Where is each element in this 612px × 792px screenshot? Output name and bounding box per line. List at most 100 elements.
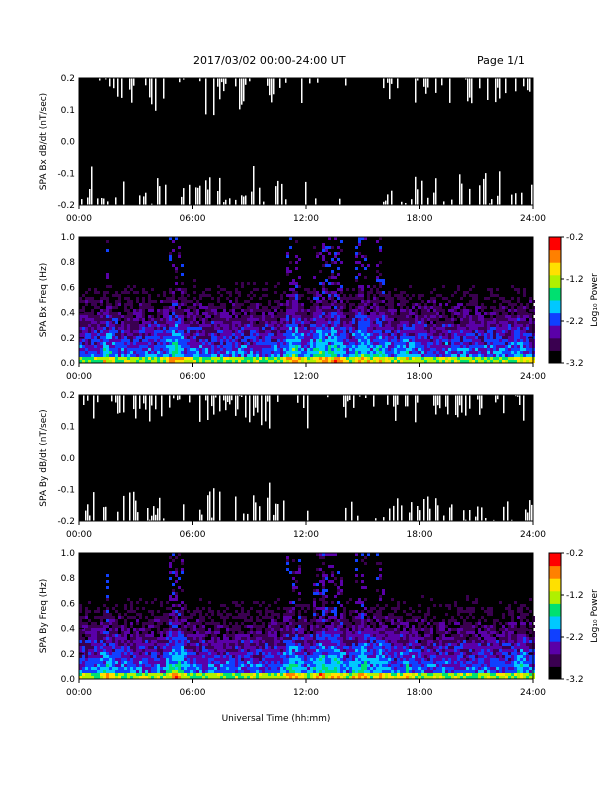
spectrogram-cell xyxy=(334,276,337,279)
spectrogram-cell xyxy=(220,676,223,679)
spectrogram-cell xyxy=(427,300,430,303)
spectrogram-cell xyxy=(151,673,154,676)
spectrogram-cell xyxy=(256,634,259,637)
spectrogram-cell xyxy=(226,634,229,637)
spectrogram-cell xyxy=(175,658,178,661)
spectrogram-cell xyxy=(85,315,88,318)
spectrogram-cell xyxy=(472,348,475,351)
spectrogram-cell xyxy=(91,628,94,631)
trace-gap xyxy=(481,395,483,409)
spectrogram-cell xyxy=(388,351,391,354)
spectrogram-cell xyxy=(331,261,334,264)
spectrogram-cell xyxy=(325,351,328,354)
spectrogram-cell xyxy=(310,321,313,324)
spectrogram-cell xyxy=(466,318,469,321)
trace-gap xyxy=(277,180,279,205)
spectrogram-cell xyxy=(385,342,388,345)
spectrogram-cell xyxy=(109,348,112,351)
spectrogram-cell xyxy=(193,628,196,631)
spectrogram-cell xyxy=(94,303,97,306)
spectrogram-cell xyxy=(220,327,223,330)
spectrogram-cell xyxy=(391,357,394,360)
spectrogram-cell xyxy=(523,360,526,363)
spectrogram-cell xyxy=(232,306,235,309)
spectrogram-cell xyxy=(394,327,397,330)
spectrogram-cell xyxy=(82,327,85,330)
spectrogram-cell xyxy=(517,312,520,315)
spectrogram-cell xyxy=(361,306,364,309)
trace-gap xyxy=(503,506,505,521)
spectrogram-cell xyxy=(91,303,94,306)
spectrogram-cell xyxy=(175,598,178,601)
spectrogram-cell xyxy=(409,321,412,324)
spectrogram-cell xyxy=(328,309,331,312)
spectrogram-cell xyxy=(529,318,532,321)
spectrogram-cell xyxy=(388,321,391,324)
spectrogram-cell xyxy=(184,360,187,363)
spectrogram-cell xyxy=(247,676,250,679)
spectrogram-cell xyxy=(316,348,319,351)
spectrogram-cell xyxy=(211,306,214,309)
spectrogram-cell xyxy=(85,628,88,631)
spectrogram-cell xyxy=(124,321,127,324)
spectrogram-cell xyxy=(301,336,304,339)
spectrogram-cell xyxy=(385,312,388,315)
spectrogram-cell xyxy=(367,321,370,324)
spectrogram-cell xyxy=(160,649,163,652)
spectrogram-cell xyxy=(190,300,193,303)
spectrogram-cell xyxy=(178,336,181,339)
spectrogram-cell xyxy=(244,637,247,640)
spectrogram-cell xyxy=(199,360,202,363)
spectrogram-cell xyxy=(388,339,391,342)
spectrogram-cell xyxy=(172,625,175,628)
spectrogram-cell xyxy=(139,324,142,327)
spectrogram-cell xyxy=(370,333,373,336)
spectrogram-cell xyxy=(430,312,433,315)
spectrogram-cell xyxy=(103,655,106,658)
spectrogram-cell xyxy=(259,360,262,363)
trace-gap xyxy=(145,395,147,410)
spectrogram-cell xyxy=(172,300,175,303)
spectrogram-cell xyxy=(379,285,382,288)
spectrogram-cell xyxy=(391,342,394,345)
spectrogram-cell xyxy=(220,318,223,321)
spectrogram-cell xyxy=(190,613,193,616)
spectrogram-cell xyxy=(520,333,523,336)
spectrogram-cell xyxy=(265,342,268,345)
spectrogram-cell xyxy=(190,673,193,676)
spectrogram-cell xyxy=(112,673,115,676)
spectrogram-cell xyxy=(271,315,274,318)
spectrogram-cell xyxy=(106,360,109,363)
spectrogram-cell xyxy=(190,312,193,315)
spectrogram-cell xyxy=(322,330,325,333)
spectrogram-cell xyxy=(196,324,199,327)
spectrogram-cell xyxy=(241,673,244,676)
spectrogram-cell xyxy=(196,673,199,676)
spectrogram-cell xyxy=(166,643,169,646)
spectrogram-cell xyxy=(286,339,289,342)
spectrogram-cell xyxy=(208,342,211,345)
spectrogram-cell xyxy=(496,345,499,348)
spectrogram-cell xyxy=(367,318,370,321)
spectrogram-cell xyxy=(262,330,265,333)
spectrogram-cell xyxy=(208,330,211,333)
spectrogram-cell xyxy=(496,336,499,339)
spectrogram-cell xyxy=(514,351,517,354)
spectrogram-cell xyxy=(517,291,520,294)
trace-gap xyxy=(149,395,151,422)
spectrogram-cell xyxy=(343,318,346,321)
trace-gap xyxy=(397,78,399,89)
spectrogram-cell xyxy=(319,300,322,303)
spectrogram-cell xyxy=(463,333,466,336)
spectrogram-cell xyxy=(133,333,136,336)
spectrogram-cell xyxy=(160,631,163,634)
spectrogram-cell xyxy=(109,336,112,339)
spectrogram-cell xyxy=(328,330,331,333)
spectrogram-cell xyxy=(220,342,223,345)
spectrogram-cell xyxy=(334,348,337,351)
spectrogram-cell xyxy=(136,345,139,348)
spectrogram-cell xyxy=(130,658,133,661)
spectrogram-cell xyxy=(367,330,370,333)
spectrogram-cell xyxy=(85,291,88,294)
spectrogram-cell xyxy=(124,637,127,640)
